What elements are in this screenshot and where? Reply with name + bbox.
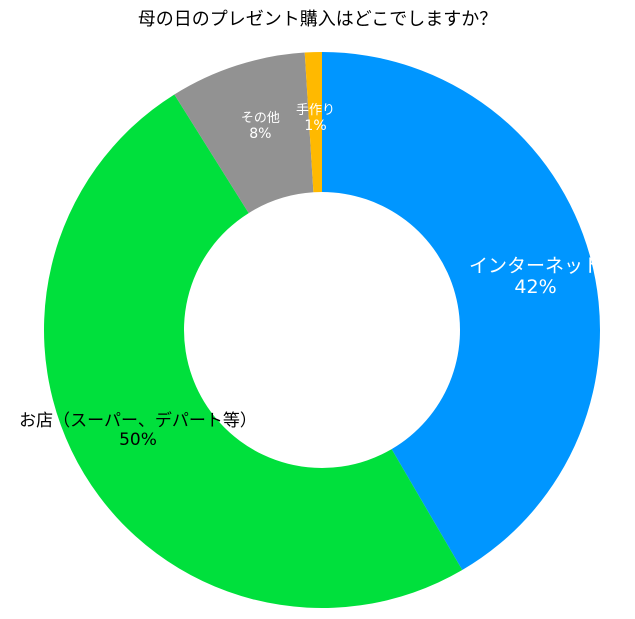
slice-value-label-3: 8% xyxy=(249,126,271,142)
donut-slice-3 xyxy=(174,52,314,214)
chart-title: 母の日のプレゼント購入はどこでしますか？ xyxy=(137,9,498,30)
slice-name-label-1: インターネット xyxy=(469,255,602,277)
donut-slice-1 xyxy=(322,52,601,571)
donut-slice-4 xyxy=(304,52,322,193)
donut-slices xyxy=(43,52,601,609)
slice-name-label-3: その他 xyxy=(241,111,280,126)
donut-slice-2 xyxy=(43,94,463,609)
slice-value-label-1: 42% xyxy=(514,276,556,298)
slice-value-label-2: 50% xyxy=(119,430,157,450)
slice-name-label-4: 手作り xyxy=(296,103,335,118)
slice-value-label-4: 1% xyxy=(304,118,326,134)
slice-name-label-2: お店（スーパー、デパート等） xyxy=(19,410,257,431)
